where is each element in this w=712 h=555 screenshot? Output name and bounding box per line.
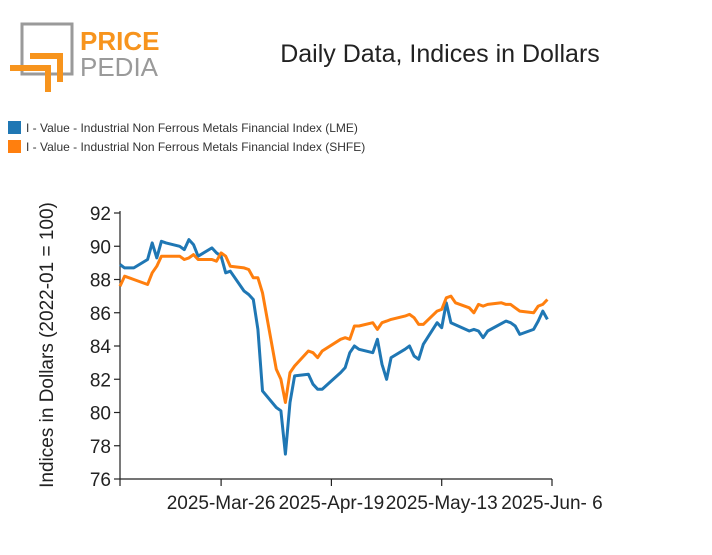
legend-label-shfe: I - Value - Industrial Non Ferrous Metal… — [26, 139, 366, 154]
legend-swatch-shfe — [8, 140, 21, 153]
y-axis-label: Indices in Dollars (2022-01 = 100) — [37, 202, 58, 488]
logo-orange-bracket-inner — [30, 53, 63, 82]
y-tick-label: 86 — [90, 304, 111, 325]
legend-label-lme: I - Value - Industrial Non Ferrous Metal… — [26, 120, 358, 135]
y-tick-label: 90 — [90, 237, 111, 258]
logo-word-pedia: PEDIA — [80, 52, 159, 82]
chart-title: Daily Data, Indices in Dollars — [280, 40, 600, 68]
chart-series — [118, 238, 549, 456]
chart-legend: I - Value - Industrial Non Ferrous Metal… — [8, 118, 365, 156]
x-tick-label: 2025-Mar-26 — [167, 493, 276, 514]
chart-axes: 76 78 80 82 84 86 88 90 92 2025-Mar-26 2025-Apr-19… — [90, 204, 603, 514]
legend-swatch-lme — [8, 121, 21, 134]
series-line-shfe — [118, 251, 549, 404]
pricepedia-logo: PRICE PEDIA — [10, 22, 159, 92]
y-tick-label: 82 — [90, 370, 111, 391]
x-tick-label: 2025-Apr-19 — [279, 493, 385, 514]
x-tick-label: 2025-May-13 — [386, 493, 498, 514]
y-tick-label: 84 — [90, 337, 112, 358]
y-tick-label: 92 — [90, 204, 111, 225]
logo-orange-bracket — [10, 65, 51, 92]
y-tick-label: 80 — [90, 404, 111, 425]
legend-item-lme[interactable]: I - Value - Industrial Non Ferrous Metal… — [8, 118, 365, 137]
y-tick-label: 78 — [90, 437, 111, 458]
logo-word-price: PRICE — [80, 26, 159, 56]
x-tick-label: 2025-Jun- 6 — [501, 493, 602, 514]
y-tick-label: 76 — [90, 470, 111, 491]
legend-item-shfe[interactable]: I - Value - Industrial Non Ferrous Metal… — [8, 137, 365, 156]
y-tick-label: 88 — [90, 271, 111, 292]
series-line-lme — [119, 238, 549, 456]
